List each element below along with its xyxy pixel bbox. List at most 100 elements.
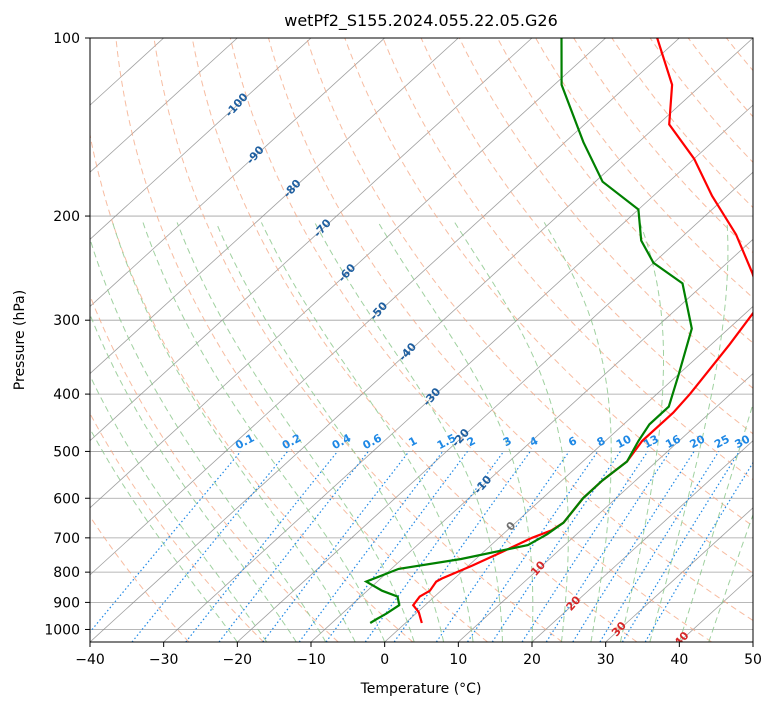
mixing-ratio-line: [572, 451, 695, 642]
x-axis-title: Temperature (°C): [360, 681, 482, 697]
plot-area: 0.1 0.2 0.4 0.6 1 1.5 2 3 4 6 8 10 13 16 20 25 30-100-90…: [90, 38, 775, 649]
dewpoint-profile-line: [363, 38, 693, 624]
x-tick-label: −20: [223, 652, 253, 668]
dry-adiabat-line: [458, 38, 753, 389]
dry-adiabat-line: [420, 38, 753, 435]
mixing-ratio-line: [90, 451, 242, 634]
x-tick-label: 0: [380, 652, 389, 668]
isotherm-line: [531, 440, 753, 642]
moist-adiabat-line: [649, 222, 729, 642]
mixing-ratio-label: 13: [641, 432, 661, 451]
y-tick-label: 900: [53, 595, 80, 611]
mixing-ratio-line: [364, 451, 505, 642]
mixing-ratio-line: [185, 451, 339, 642]
isotherm-line: [458, 373, 753, 642]
moist-adiabat-line: [215, 222, 445, 642]
y-axis-title: Pressure (hPa): [12, 290, 28, 390]
dry-adiabat-line: [115, 38, 488, 642]
mixing-ratio-label: 1: [406, 434, 419, 449]
mixing-ratio-line: [131, 451, 289, 642]
dry-adiabat-line: [191, 38, 638, 642]
mixing-ratio-label: 0.6: [361, 431, 385, 452]
dry-adiabat-line: [649, 38, 753, 164]
isotherm-line: [237, 171, 753, 642]
moist-adiabat-line: [90, 313, 297, 642]
isotherm-line: [90, 38, 753, 642]
mixing-ratio-line: [545, 451, 671, 642]
moist-adiabat-line: [619, 222, 664, 642]
isotherm-line: [90, 38, 533, 442]
isotherm-line: [752, 641, 753, 642]
isotherm-line: [90, 38, 312, 240]
y-tick-label: 800: [53, 565, 80, 581]
isotherm-line: [310, 238, 753, 642]
y-tick-label: 600: [53, 491, 80, 507]
dry-adiabat-line: [573, 38, 753, 254]
moist-adiabat-line: [90, 374, 268, 642]
moist-adiabat-line: [90, 427, 238, 642]
mixing-ratio-line: [467, 451, 599, 642]
y-tick-label: 700: [53, 531, 80, 547]
mixing-ratio-line: [621, 451, 740, 642]
isotherm-line: [90, 38, 606, 509]
x-tick-label: 50: [744, 652, 762, 668]
y-tick-label: 500: [53, 444, 80, 460]
dry-adiabat-line: [496, 38, 753, 344]
mixing-ratio-label: 25: [712, 432, 732, 451]
y-tick-label: 300: [53, 313, 80, 329]
isotherm-line: [90, 38, 680, 576]
moist-adiabat-line: [90, 237, 327, 642]
mixing-ratio-line: [218, 451, 369, 642]
moist-adiabat-line: [708, 513, 753, 642]
y-tick-label: 400: [53, 387, 80, 403]
dry-adiabat-label: 40: [672, 629, 692, 649]
mixing-ratio-label: 16: [663, 432, 683, 451]
y-tick-label: 100: [53, 31, 80, 47]
x-tick-label: 30: [597, 652, 615, 668]
mixing-ratio-label: 10: [614, 432, 634, 451]
chart-title: wetPf2_S155.2024.055.22.05.G26: [284, 11, 558, 31]
isotherm-line: [90, 38, 459, 375]
moist-adiabat-line: [454, 222, 569, 642]
dry-adiabat-line: [90, 515, 190, 642]
isotherm-line: [384, 305, 753, 642]
x-axis: −40 −30 −20 −10 0 10 20 30 40 50: [75, 642, 762, 668]
moist-adiabat-line: [176, 222, 415, 642]
x-tick-label: −40: [75, 652, 105, 668]
dry-adiabat-line: [611, 38, 753, 209]
dry-adiabat-line: [229, 38, 712, 642]
dry-adiabat-line: [535, 38, 753, 299]
y-tick-label: 1000: [44, 622, 80, 638]
dry-adiabat-label: -100: [223, 90, 251, 119]
x-tick-label: 10: [449, 652, 467, 668]
dry-adiabat-line: [765, 38, 775, 642]
plot-frame: [89, 37, 754, 643]
moist-adiabat-line: [543, 222, 612, 642]
mixing-ratio-label: 20: [688, 432, 708, 451]
y-tick-label: 200: [53, 209, 80, 225]
x-tick-label: −30: [149, 652, 179, 668]
x-tick-label: −10: [296, 652, 326, 668]
mixing-ratio-label: 0.2: [280, 431, 303, 452]
isotherm-line: [605, 507, 753, 642]
moist-adiabat-line: [377, 222, 534, 642]
mixing-ratio-label: 8: [595, 434, 608, 449]
dry-adiabat-line: [153, 38, 563, 642]
dry-adiabat-line: [90, 294, 339, 642]
y-axis: 100 200 300 400 500 600 700 800 900 1000: [44, 31, 90, 638]
isotherm-line: [90, 38, 238, 173]
dry-adiabat-line: [90, 412, 264, 642]
mixing-ratio-line: [435, 451, 570, 642]
moist-adiabat-line: [112, 222, 356, 642]
dry-adiabat-line: [306, 38, 753, 574]
mixing-ratio-line: [644, 461, 753, 642]
dry-adiabat-line: [90, 132, 414, 642]
mixing-ratio-line: [599, 451, 720, 642]
isotherm-line: [163, 104, 753, 642]
mixing-ratio-label: 0.1: [233, 431, 256, 452]
moist-adiabat-line: [314, 222, 503, 642]
mixing-ratio-label: 0.4: [330, 431, 354, 452]
mixing-ratio-label: 30: [733, 432, 753, 451]
x-tick-label: 20: [523, 652, 541, 668]
